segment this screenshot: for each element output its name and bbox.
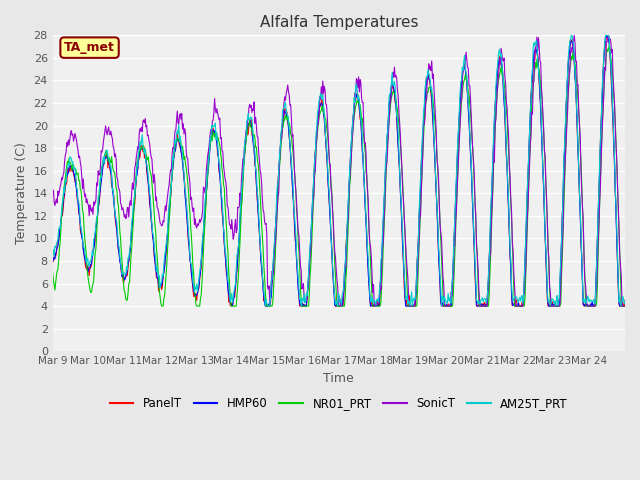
PanelT <box>116 257 124 263</box>
AM25T_PRT <box>262 303 269 309</box>
SonicT <box>399 187 406 192</box>
AM25T_PRT <box>621 299 629 304</box>
AM25T_PRT <box>250 135 257 141</box>
SonicT <box>621 303 629 309</box>
HMP60 <box>602 33 609 38</box>
HMP60 <box>116 258 124 264</box>
Y-axis label: Temperature (C): Temperature (C) <box>15 143 28 244</box>
AM25T_PRT <box>399 230 406 236</box>
HMP60 <box>431 153 438 159</box>
NR01_PRT <box>49 270 56 276</box>
PanelT <box>431 154 438 160</box>
Line: SonicT: SonicT <box>52 36 625 306</box>
NR01_PRT <box>222 214 230 219</box>
PanelT <box>228 303 236 309</box>
SonicT <box>271 243 279 249</box>
NR01_PRT <box>116 228 124 234</box>
NR01_PRT <box>621 303 629 309</box>
SonicT <box>570 33 578 38</box>
Text: TA_met: TA_met <box>64 41 115 54</box>
HMP60 <box>272 219 280 225</box>
NR01_PRT <box>250 132 258 137</box>
PanelT <box>272 219 280 225</box>
PanelT <box>49 256 56 262</box>
PanelT <box>621 297 629 303</box>
Line: HMP60: HMP60 <box>52 36 625 306</box>
SonicT <box>49 191 56 197</box>
AM25T_PRT <box>568 33 575 38</box>
HMP60 <box>221 249 229 255</box>
SonicT <box>116 189 124 195</box>
HMP60 <box>621 303 629 309</box>
Title: Alfalfa Temperatures: Alfalfa Temperatures <box>260 15 418 30</box>
Line: AM25T_PRT: AM25T_PRT <box>52 36 625 306</box>
NR01_PRT <box>399 179 406 184</box>
X-axis label: Time: Time <box>323 372 354 384</box>
HMP60 <box>49 259 56 265</box>
NR01_PRT <box>605 43 613 48</box>
AM25T_PRT <box>49 252 56 257</box>
PanelT <box>250 144 258 149</box>
HMP60 <box>262 303 270 309</box>
Legend: PanelT, HMP60, NR01_PRT, SonicT, AM25T_PRT: PanelT, HMP60, NR01_PRT, SonicT, AM25T_P… <box>105 392 573 415</box>
SonicT <box>337 303 344 309</box>
PanelT <box>399 243 406 249</box>
HMP60 <box>250 142 257 148</box>
HMP60 <box>399 242 406 248</box>
SonicT <box>221 176 229 182</box>
NR01_PRT <box>431 116 438 122</box>
AM25T_PRT <box>272 219 280 225</box>
AM25T_PRT <box>116 253 124 259</box>
SonicT <box>250 108 257 113</box>
Line: PanelT: PanelT <box>52 36 625 306</box>
NR01_PRT <box>272 240 280 245</box>
AM25T_PRT <box>221 248 229 253</box>
AM25T_PRT <box>431 147 438 153</box>
PanelT <box>604 33 611 38</box>
Line: NR01_PRT: NR01_PRT <box>52 46 625 306</box>
PanelT <box>221 249 229 255</box>
NR01_PRT <box>158 303 166 309</box>
SonicT <box>431 100 438 106</box>
